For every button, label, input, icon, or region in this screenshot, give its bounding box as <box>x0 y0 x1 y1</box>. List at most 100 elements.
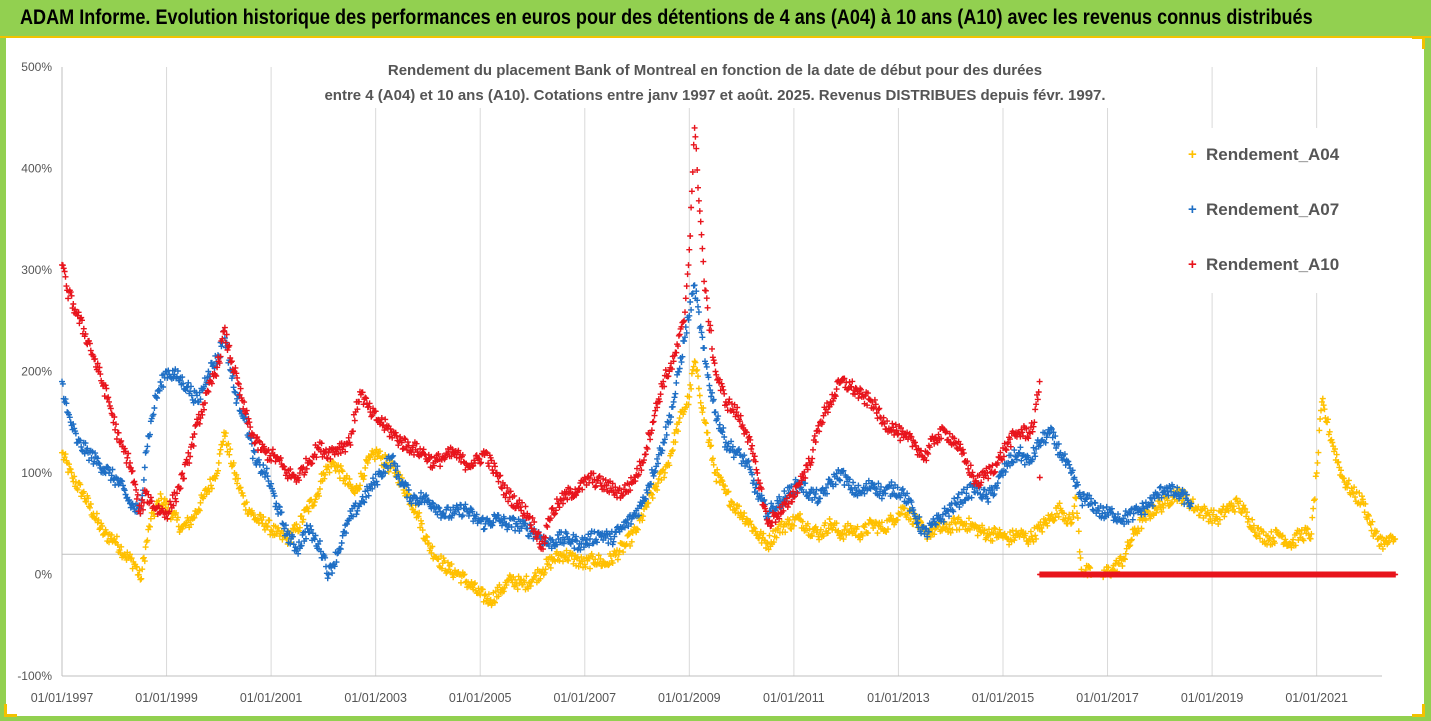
data-point <box>901 505 908 512</box>
data-point <box>1139 500 1146 507</box>
data-point <box>62 273 69 280</box>
data-point <box>74 486 81 493</box>
data-point <box>980 530 987 537</box>
data-point <box>1115 561 1122 567</box>
data-point <box>1033 535 1040 542</box>
data-point <box>415 513 422 520</box>
data-point <box>639 517 646 524</box>
data-point <box>609 560 616 566</box>
data-point <box>115 429 122 436</box>
data-point <box>704 429 711 436</box>
data-point <box>1250 522 1257 529</box>
data-point <box>716 421 723 428</box>
data-point <box>702 287 709 294</box>
x-tick-label: 01/01/2019 <box>1181 691 1244 705</box>
data-point <box>731 506 738 513</box>
data-point <box>1061 510 1067 517</box>
chart-title: Rendement du placement Bank of Montreal … <box>290 58 1140 108</box>
data-point <box>260 514 267 520</box>
data-point <box>981 527 988 534</box>
data-point <box>575 563 582 570</box>
data-point <box>1242 505 1249 512</box>
data-point <box>275 524 282 531</box>
data-point <box>433 554 440 561</box>
data-point <box>138 575 145 582</box>
data-point <box>140 476 147 483</box>
data-point <box>889 420 896 427</box>
data-point <box>527 522 534 529</box>
data-point <box>676 415 683 422</box>
data-point <box>182 522 189 529</box>
data-point <box>857 536 864 543</box>
data-point <box>839 530 846 537</box>
data-point <box>1202 505 1209 512</box>
data-point <box>770 539 777 546</box>
data-point <box>1340 475 1347 482</box>
data-point <box>1153 509 1160 516</box>
data-point <box>357 470 364 477</box>
data-point <box>688 370 695 377</box>
data-point <box>692 133 699 140</box>
data-point <box>338 467 345 474</box>
data-point <box>300 516 307 523</box>
data-point <box>312 496 319 503</box>
data-point <box>563 547 570 554</box>
data-point <box>196 507 203 514</box>
data-point <box>206 488 213 495</box>
data-point <box>661 474 668 481</box>
data-point <box>1051 517 1058 524</box>
data-point <box>243 499 250 506</box>
data-point <box>1048 511 1055 518</box>
data-point <box>1305 531 1312 538</box>
data-point <box>817 526 824 533</box>
data-point <box>155 497 162 504</box>
data-point <box>63 283 70 290</box>
data-point <box>1244 518 1251 525</box>
data-point <box>1071 503 1078 510</box>
data-point <box>1077 554 1084 561</box>
data-point <box>684 393 691 400</box>
x-tick-label: 01/01/2017 <box>1076 691 1139 705</box>
data-point <box>547 564 554 571</box>
data-point <box>765 546 772 553</box>
data-point <box>234 480 241 487</box>
data-point <box>989 537 996 544</box>
data-point <box>362 464 369 471</box>
data-point <box>191 514 198 521</box>
data-point <box>1122 550 1129 557</box>
data-point <box>1039 528 1046 535</box>
data-point <box>1338 467 1344 474</box>
data-point <box>546 561 552 568</box>
data-point <box>1207 516 1214 522</box>
data-point <box>1087 565 1094 571</box>
data-point <box>128 555 135 562</box>
data-point <box>669 447 676 454</box>
y-tick-label: -100% <box>17 669 52 683</box>
data-point <box>220 438 227 445</box>
data-point <box>695 309 702 316</box>
data-point <box>227 446 234 453</box>
data-point <box>99 523 106 529</box>
data-point <box>1225 507 1232 514</box>
data-point <box>197 499 204 506</box>
data-point <box>62 451 69 458</box>
data-point <box>364 459 371 466</box>
data-point <box>95 517 102 524</box>
data-point <box>1017 444 1024 451</box>
data-point <box>316 486 323 492</box>
data-point <box>1307 535 1314 542</box>
data-point <box>710 357 717 364</box>
data-point <box>640 513 647 520</box>
data-point <box>1370 533 1377 540</box>
legend-item-a07: + Rendement_A07 <box>1188 200 1339 224</box>
data-point <box>782 529 789 536</box>
data-point <box>668 448 675 455</box>
legend-label-a10: Rendement_A10 <box>1206 255 1340 274</box>
data-point <box>422 537 429 544</box>
data-point <box>749 442 756 449</box>
data-point <box>187 517 194 524</box>
data-point <box>416 509 423 516</box>
data-point <box>293 521 300 528</box>
data-point <box>699 409 706 416</box>
data-point <box>1243 513 1250 520</box>
